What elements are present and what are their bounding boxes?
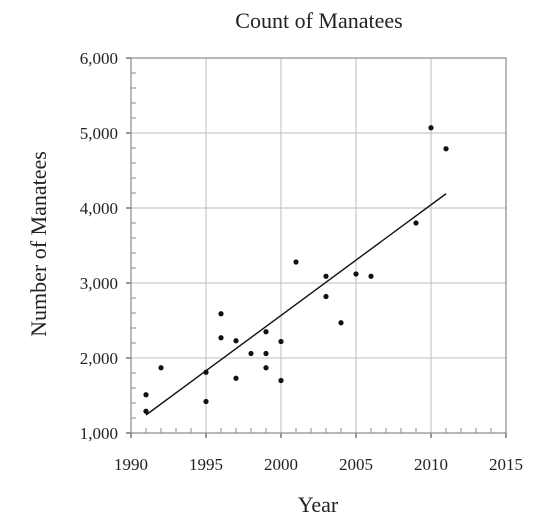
y-tick-label: 5,000 bbox=[80, 124, 118, 143]
y-tick-label: 6,000 bbox=[80, 49, 118, 68]
data-point bbox=[248, 350, 254, 357]
x-tick-label: 2015 bbox=[489, 455, 523, 474]
data-point bbox=[443, 146, 449, 152]
tick-layer bbox=[126, 57, 507, 438]
data-point bbox=[323, 293, 329, 300]
x-tick-labels: 1990 1995 2000 2005 2010 2015 bbox=[114, 455, 523, 474]
y-tick-label: 1,000 bbox=[80, 424, 118, 443]
x-tick-label: 1995 bbox=[189, 455, 223, 474]
data-point bbox=[263, 329, 269, 335]
data-point bbox=[323, 273, 329, 279]
data-point bbox=[233, 338, 239, 344]
y-tick-label: 4,000 bbox=[80, 199, 118, 218]
y-tick-labels: 1,000 2,000 3,000 4,000 5,000 6,000 bbox=[80, 49, 118, 443]
data-point bbox=[203, 369, 209, 375]
data-point bbox=[233, 375, 239, 381]
data-point bbox=[203, 398, 209, 405]
data-point bbox=[428, 125, 434, 131]
x-tick-label: 2010 bbox=[414, 455, 448, 474]
data-point bbox=[353, 271, 359, 277]
data-point bbox=[278, 377, 284, 384]
point-layer bbox=[143, 125, 449, 414]
plot-frame bbox=[130, 57, 507, 434]
data-point bbox=[263, 365, 269, 371]
chart-title: Count of Manatees bbox=[235, 8, 402, 33]
data-point bbox=[413, 220, 419, 226]
y-tick-label: 3,000 bbox=[80, 274, 118, 293]
y-axis-label: Number of Manatees bbox=[26, 151, 51, 337]
data-point bbox=[278, 338, 284, 345]
x-axis-label: Year bbox=[298, 492, 339, 517]
data-point bbox=[218, 335, 224, 341]
grid-layer bbox=[130, 57, 507, 434]
data-point bbox=[293, 259, 299, 265]
data-point bbox=[338, 320, 344, 326]
x-tick-label: 2005 bbox=[339, 455, 373, 474]
data-point bbox=[218, 311, 224, 317]
data-point bbox=[143, 392, 149, 398]
data-point bbox=[368, 273, 374, 279]
data-point bbox=[143, 408, 149, 414]
trend-layer bbox=[145, 193, 447, 416]
data-point bbox=[158, 365, 164, 371]
trend-line bbox=[145, 193, 447, 416]
x-tick-label: 1990 bbox=[114, 455, 148, 474]
y-tick-label: 2,000 bbox=[80, 349, 118, 368]
data-point bbox=[263, 350, 269, 357]
x-tick-label: 2000 bbox=[264, 455, 298, 474]
